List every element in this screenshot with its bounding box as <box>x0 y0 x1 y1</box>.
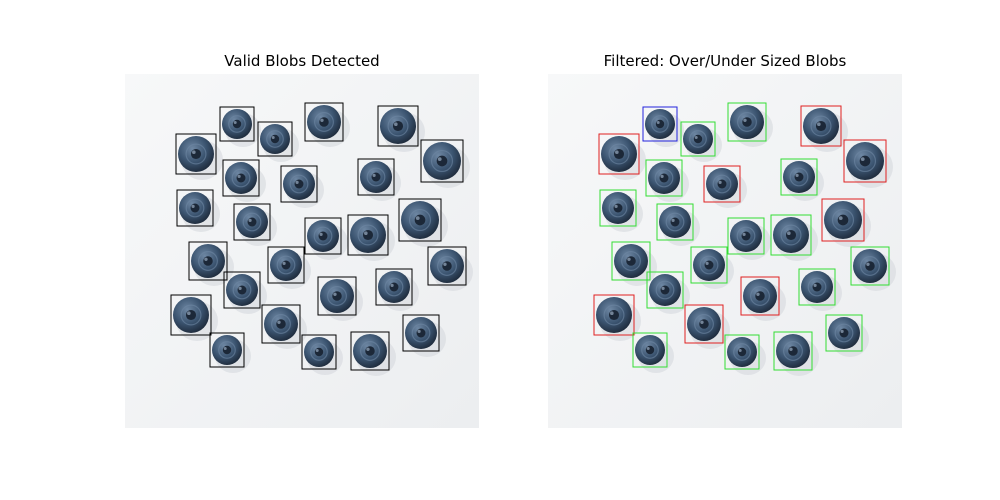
filtered-blobs-image <box>548 74 902 428</box>
left-panel: Valid Blobs Detected <box>122 0 482 500</box>
left-panel-title: Valid Blobs Detected <box>122 52 482 70</box>
valid-blobs-image <box>125 74 479 428</box>
right-image-area <box>548 74 902 428</box>
right-panel-title: Filtered: Over/Under Sized Blobs <box>545 52 905 70</box>
right-panel: Filtered: Over/Under Sized Blobs <box>545 0 905 500</box>
photo-background <box>125 74 479 428</box>
photo-background <box>548 74 902 428</box>
left-image-area <box>125 74 479 428</box>
